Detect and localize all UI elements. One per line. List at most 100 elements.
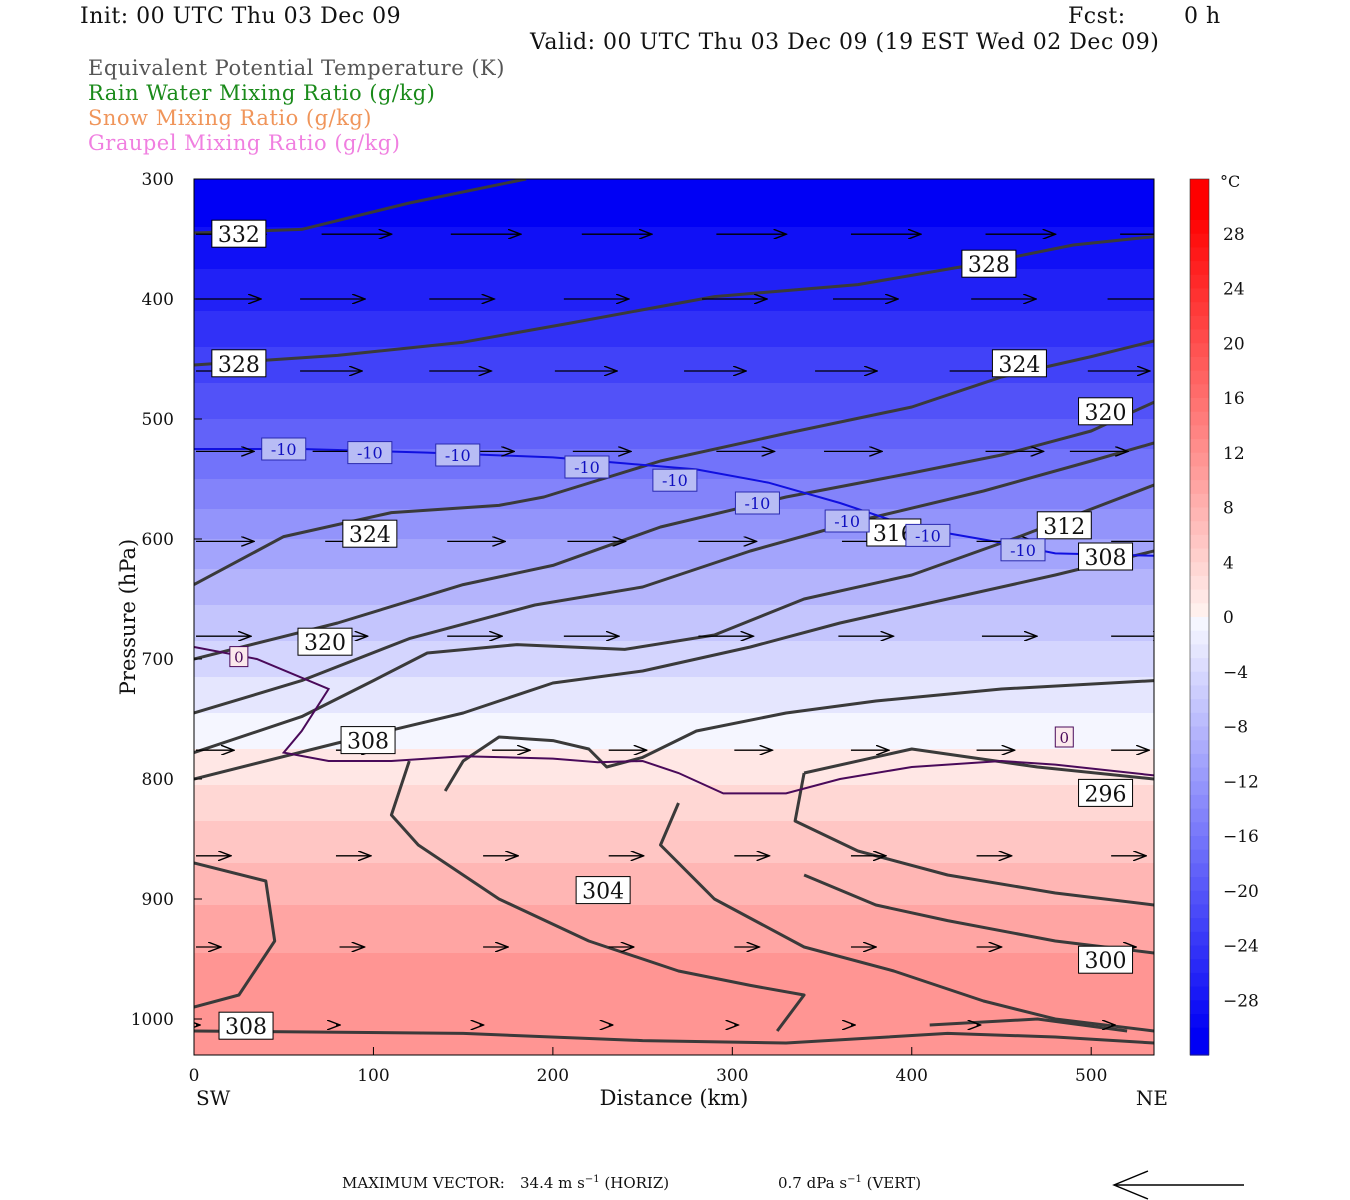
colorbar-segment	[1190, 220, 1209, 235]
temperature-band	[194, 311, 1154, 347]
theta-e-label: 328	[218, 353, 260, 378]
title-rain-water: Rain Water Mixing Ratio (g/kg)	[88, 81, 436, 105]
colorbar-label: −24	[1223, 937, 1259, 957]
colorbar-label: 28	[1223, 225, 1245, 245]
isotherm-label-box	[824, 509, 870, 533]
temperature-band	[194, 419, 1154, 449]
theta-e-contour	[194, 400, 1154, 661]
colorbar-label: 8	[1223, 499, 1234, 519]
colorbar-segment	[1190, 589, 1209, 604]
theta-e-label: 320	[304, 631, 346, 656]
colorbar-segment	[1190, 890, 1209, 906]
colorbar-segment	[1190, 192, 1209, 207]
colorbar-segment	[1190, 836, 1209, 851]
colorbar-segment	[1190, 685, 1209, 700]
colorbar-label: −8	[1223, 718, 1248, 738]
theta-e-contour	[659, 802, 1154, 1033]
isotherm-label: -10	[574, 458, 600, 477]
colorbar-segment	[1190, 822, 1209, 837]
isotherm-label: 0	[1060, 729, 1070, 747]
x-tick-label: 0	[189, 1066, 200, 1086]
colorbar-segment	[1190, 480, 1209, 495]
colorbar-segment	[1190, 370, 1209, 385]
theta-e-contour	[194, 861, 277, 1009]
colorbar-frame	[1189, 178, 1210, 1056]
isotherm-label: -10	[445, 446, 471, 465]
colorbar-segment	[1190, 630, 1209, 645]
theta-e-label-box	[961, 249, 1017, 278]
valid-time: Valid: 00 UTC Thu 03 Dec 09 (19 EST Wed …	[530, 30, 1160, 55]
theta-e-label: 308	[347, 730, 389, 755]
theta-e-label-box	[211, 219, 267, 248]
isotherm-label-box	[1054, 726, 1074, 748]
temperature-band	[194, 749, 1154, 785]
colorbar-segment	[1190, 1000, 1209, 1015]
temperature-band	[194, 179, 1154, 227]
colorbar-segment	[1190, 507, 1209, 522]
theta-e-label-box	[1078, 397, 1134, 426]
colorbar-segment	[1190, 274, 1209, 290]
y-tick-label: 400	[142, 290, 174, 310]
theta-e-label: 332	[218, 223, 260, 248]
theta-e-contour	[929, 1017, 1128, 1033]
theta-e-label-box	[1078, 945, 1134, 974]
colorbar-segment	[1190, 603, 1209, 618]
theta-e-label-box	[991, 349, 1047, 378]
colorbar-segment	[1190, 206, 1209, 221]
colorbar-label: −12	[1223, 772, 1259, 792]
isotherm-label-box	[652, 468, 698, 492]
theta-e-label-box	[218, 1011, 274, 1040]
x-tick-label: 400	[896, 1066, 928, 1086]
colorbar-segment	[1190, 302, 1209, 317]
colorbar-segment	[1190, 740, 1209, 755]
colorbar-segment	[1190, 548, 1209, 563]
colorbar-segment	[1190, 1041, 1209, 1056]
theta-e-label-box	[1036, 511, 1092, 540]
max-vector-arrowhead	[1112, 1170, 1149, 1200]
colorbar-segment	[1190, 384, 1209, 399]
colorbar-segment	[1190, 808, 1209, 823]
theta-e-label: 304	[582, 880, 624, 905]
colorbar-segment	[1190, 863, 1209, 878]
isotherm-label: -10	[1010, 541, 1036, 560]
colorbar-segment	[1190, 699, 1209, 714]
colorbar-segment	[1190, 329, 1209, 344]
max-vector-label: MAXIMUM VECTOR:	[342, 1174, 505, 1192]
colorbar-segment	[1190, 712, 1209, 728]
theta-e-label-box	[211, 349, 267, 378]
y-tick-label: 700	[142, 650, 174, 670]
isotherm-label: 0	[234, 649, 244, 667]
colorbar-segment	[1190, 261, 1209, 276]
y-tick-label: 900	[142, 890, 174, 910]
x-axis-label: Distance (km)	[600, 1086, 749, 1110]
title-theta-e: Equivalent Potential Temperature (K)	[88, 56, 505, 80]
theta-e-contour	[194, 483, 1154, 755]
theta-e-contour	[803, 747, 1154, 781]
theta-e-label-box	[1078, 542, 1134, 571]
colorbar-segment	[1190, 877, 1209, 892]
colorbar-segment	[1190, 726, 1209, 741]
isotherm-label: -10	[915, 526, 941, 545]
colorbar-segment	[1190, 439, 1209, 454]
colorbar-segment	[1190, 233, 1209, 249]
colorbar-segment	[1190, 452, 1209, 468]
colorbar-segment	[1190, 972, 1209, 988]
colorbar-segment	[1190, 986, 1209, 1001]
colorbar-label: 0	[1223, 608, 1234, 628]
colorbar-label: −16	[1223, 827, 1259, 847]
theta-e-label-box	[575, 876, 631, 905]
theta-e-contour	[194, 441, 1154, 715]
y-tick-label: 1000	[131, 1010, 174, 1030]
max-vector-vert: 0.7 dPa s−1 (VERT)	[778, 1174, 922, 1192]
x-end-right-label: NE	[1136, 1086, 1168, 1110]
colorbar-segment	[1190, 945, 1209, 960]
colorbar-unit: °C	[1220, 172, 1240, 191]
isotherm-label: -10	[271, 440, 297, 459]
theta-e-label-box	[340, 726, 396, 755]
colorbar-label: −28	[1223, 991, 1259, 1011]
fcst-label: Fcst:	[1068, 4, 1126, 29]
colorbar-segment	[1190, 1027, 1209, 1042]
colorbar-segment	[1190, 356, 1209, 372]
colorbar-segment	[1190, 534, 1209, 550]
